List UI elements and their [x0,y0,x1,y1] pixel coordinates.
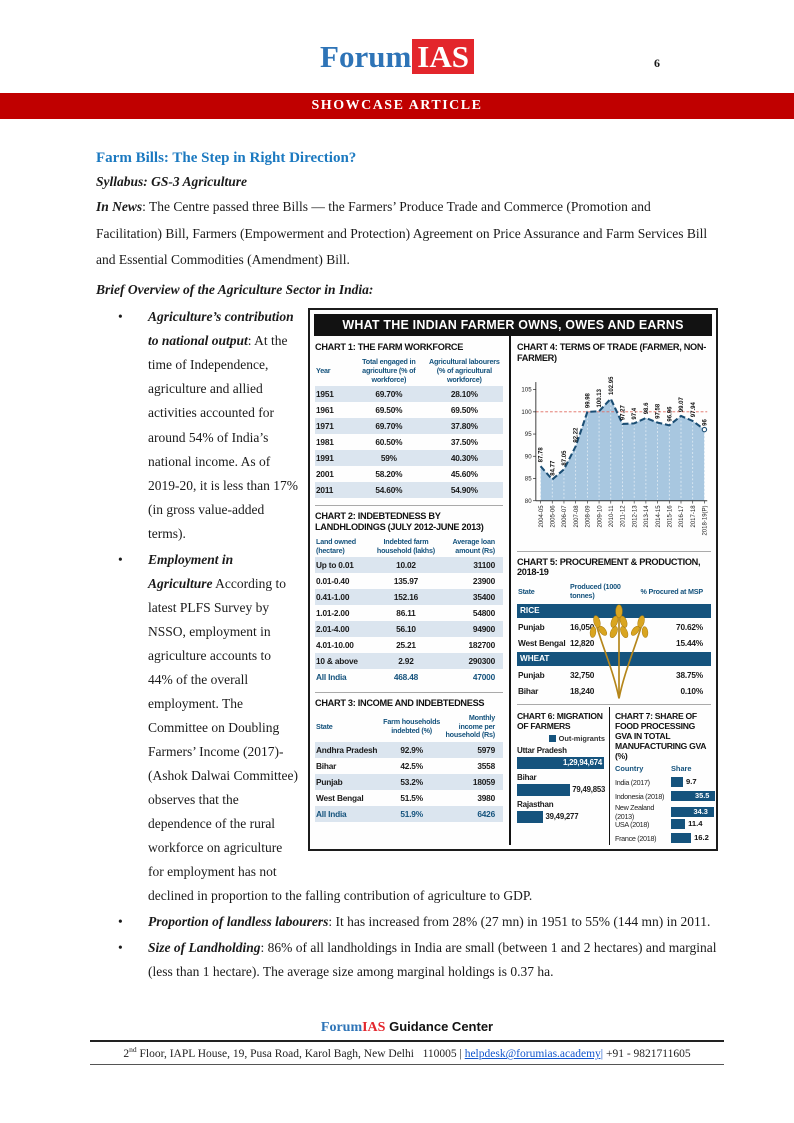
bullet-item: Proportion of landless labourers: It has… [118,910,718,934]
address-phone: +91 - 9821711605 [603,1047,691,1060]
footer-rule-top [90,1040,724,1042]
overview-bullet-list: Agriculture’s contribution to national o… [96,305,718,983]
page-number: 6 [654,56,660,70]
bullet-text: According to latest PLFS Survey by NSSO,… [148,575,533,903]
in-news-paragraph: In News: The Centre passed three Bills —… [96,194,718,274]
footer-rule-bottom [90,1063,724,1065]
footer-logo-ias: IAS [362,1020,386,1035]
address-main: Floor, IAPL House, 19, Pusa Road, Karol … [136,1047,465,1060]
syllabus-line: Syllabus: GS-3 Agriculture [96,174,248,189]
in-news-label: In News [96,199,143,214]
address-ordinal: nd [129,1045,137,1054]
footer-brand: ForumIAS Guidance Center [90,1019,724,1036]
forumias-logo: Forum IAS [0,39,794,74]
overview-heading: Brief Overview of the Agriculture Sector… [96,281,374,297]
in-news-text: : The Centre passed three Bills — the Fa… [96,199,708,268]
bullet-item: Employment in Agriculture According to l… [118,548,718,908]
article-body: Farm Bills: The Step in Right Direction?… [0,119,794,986]
footer-brand-rest: Guidance Center [385,1019,494,1034]
footer-logo-forum: Forum [320,1020,363,1035]
bullet-text: : 86% of all landholdings in India are s… [148,939,717,979]
address-number: 2 [123,1047,130,1060]
bullet-item: Agriculture’s contribution to national o… [118,305,718,545]
bullet-lead: Proportion of landless labourers [148,913,329,929]
page-footer: ForumIAS Guidance Center 2nd Floor, IAPL… [90,1019,724,1065]
bullet-text: : It has increased from 28% (27 mn) in 1… [328,913,711,929]
bullet-text: : At the time of Independence, agricultu… [148,333,298,541]
logo-forum-text: Forum [320,39,412,74]
bullet-lead: Employment in Agriculture [148,551,234,591]
showcase-banner: SHOWCASE ARTICLE [0,93,794,119]
bullet-item: Size of Landholding: 86% of all landhold… [118,936,718,984]
page-header: Forum IAS 6 [0,0,794,93]
article-title: Farm Bills: The Step in Right Direction? [96,150,357,166]
bullet-lead: Size of Landholding [148,939,261,955]
footer-address: 2nd Floor, IAPL House, 19, Pusa Road, Ka… [90,1045,724,1060]
helpdesk-email-link[interactable]: helpdesk@forumias.academy| [464,1047,604,1060]
logo-ias-text: IAS [412,39,474,74]
bullet-lead: Agriculture’s contribution to national o… [148,309,294,349]
